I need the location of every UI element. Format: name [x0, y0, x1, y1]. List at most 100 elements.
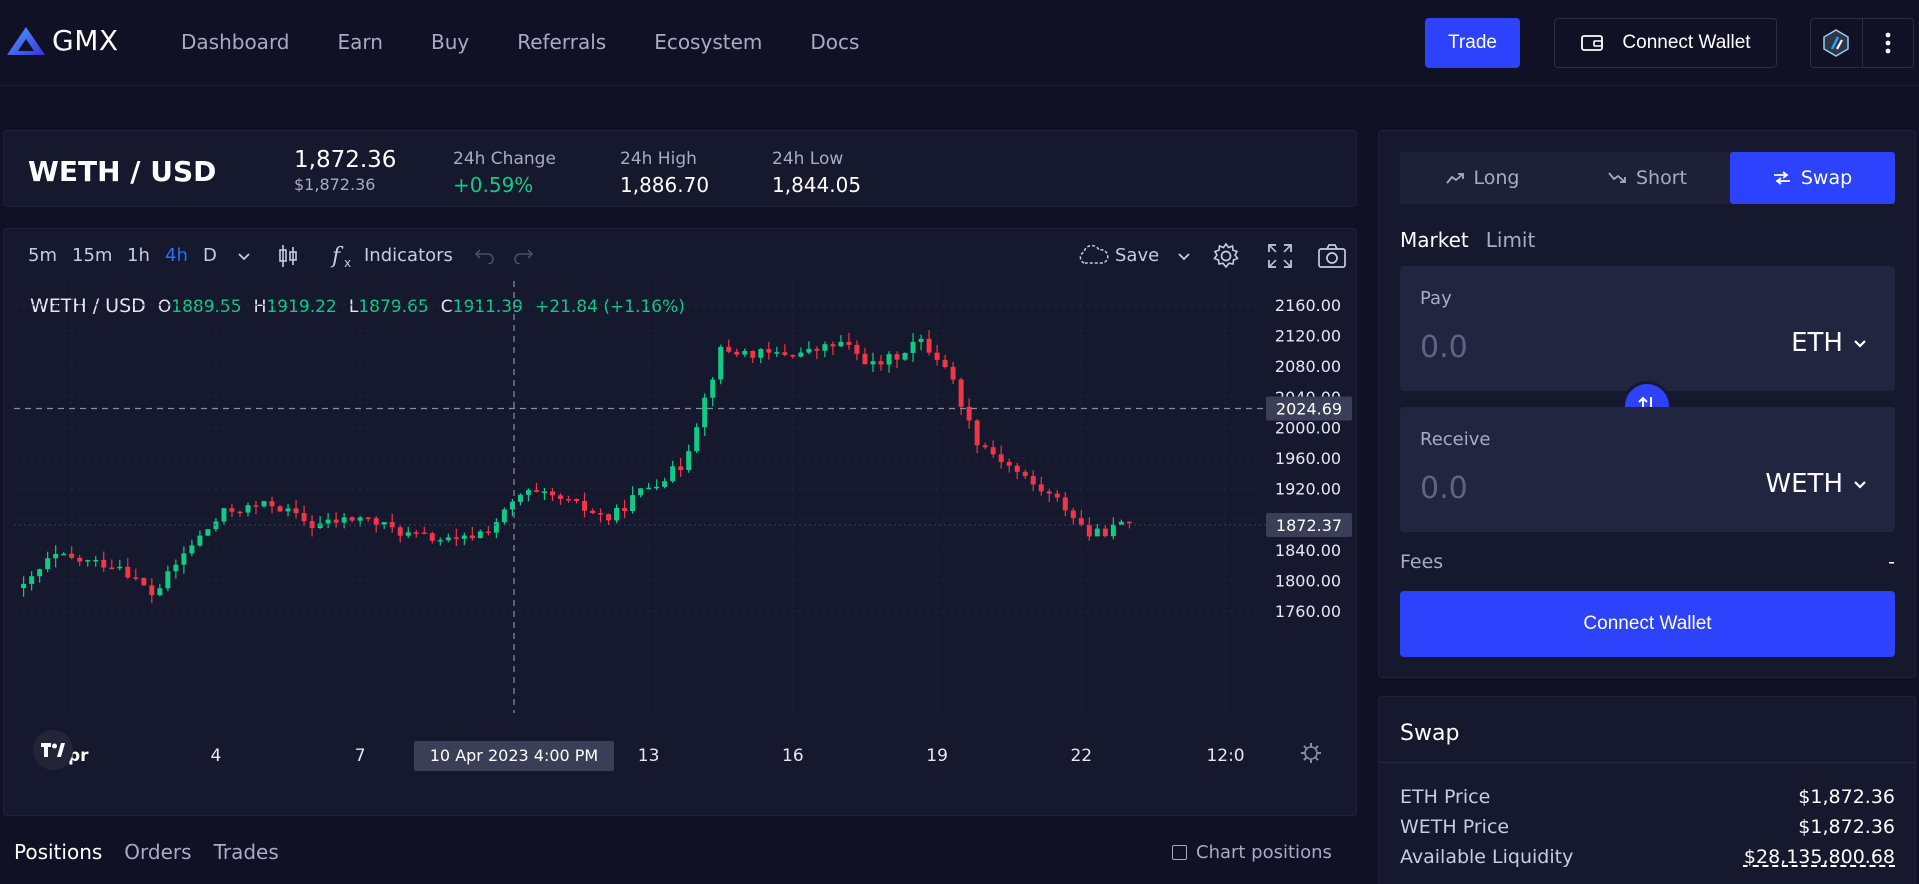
candle-body: [357, 517, 363, 521]
more-vertical-icon: [1885, 32, 1891, 54]
tab-long[interactable]: Long: [1400, 152, 1565, 204]
timeframe-5m[interactable]: 5m: [28, 245, 57, 266]
candle-body: [974, 420, 980, 446]
gmx-logo[interactable]: GMX: [6, 24, 119, 57]
undo-icon[interactable]: [474, 246, 496, 264]
timeframe-1h[interactable]: 1h: [127, 245, 150, 266]
fees-row: Fees -: [1400, 551, 1895, 573]
nav-ecosystem[interactable]: Ecosystem: [654, 30, 763, 54]
tab-limit[interactable]: Limit: [1485, 228, 1536, 252]
candle-body: [1022, 471, 1028, 477]
candle-body: [45, 558, 51, 570]
cloud-save-icon[interactable]: [1076, 243, 1110, 267]
high-24h-label: 24h High: [620, 149, 697, 169]
tradingview-logo[interactable]: [33, 730, 73, 770]
nav-buy[interactable]: Buy: [430, 30, 470, 54]
ticker-price: 1,872.36 $1,872.36: [294, 147, 396, 194]
receive-token-selector[interactable]: WETH: [1765, 469, 1867, 499]
candle-body: [902, 352, 908, 360]
save-button[interactable]: Save: [1115, 245, 1160, 266]
legend-low: 1879.65: [358, 297, 429, 317]
candle-body: [413, 532, 419, 534]
trade-button[interactable]: Trade: [1425, 18, 1520, 68]
candle-body: [533, 490, 539, 492]
candle-body: [582, 501, 587, 511]
fees-label: Fees: [1400, 551, 1444, 573]
liquidity-label: Available Liquidity: [1400, 846, 1574, 868]
legend-close: 1911.39: [452, 297, 523, 317]
indicators-button[interactable]: Indicators: [364, 245, 453, 266]
connect-wallet-header-button[interactable]: Connect Wallet: [1554, 18, 1777, 68]
candle-body: [277, 506, 283, 512]
nav-docs[interactable]: Docs: [810, 30, 860, 54]
price-chart[interactable]: 2160.002120.002080.002040.002000.001960.…: [4, 281, 1356, 815]
candle-body: [85, 560, 91, 562]
swap-arrows-icon: [1773, 171, 1790, 185]
candle-body: [958, 379, 964, 407]
chevron-down-icon: [1854, 480, 1866, 489]
candle-body: [870, 361, 876, 365]
timeframe-4h[interactable]: 4h: [165, 245, 188, 266]
network-button[interactable]: [1811, 19, 1862, 67]
candle-body: [742, 350, 748, 355]
candle-body: [790, 354, 796, 357]
chart-positions-label: Chart positions: [1196, 842, 1332, 863]
connect-wallet-button[interactable]: Connect Wallet: [1400, 591, 1895, 657]
candle-body: [541, 491, 547, 494]
receive-amount-input[interactable]: 0.0: [1420, 471, 1468, 506]
candle-body: [389, 522, 395, 528]
redo-icon[interactable]: [512, 246, 534, 264]
more-menu-button[interactable]: [1862, 19, 1913, 67]
candle-body: [918, 338, 924, 342]
y-tick-label: 1760.00: [1275, 602, 1341, 621]
tab-market[interactable]: Market: [1400, 228, 1469, 252]
tab-positions[interactable]: Positions: [14, 840, 103, 864]
candle-body: [806, 348, 812, 353]
nav-earn[interactable]: Earn: [337, 30, 383, 54]
tab-orders[interactable]: Orders: [124, 840, 192, 864]
candle-body: [1118, 521, 1124, 525]
candle-body: [477, 531, 483, 539]
candle-body: [341, 517, 347, 523]
candle-style-icon[interactable]: [277, 243, 299, 269]
save-dropdown-icon[interactable]: [1177, 252, 1191, 261]
pair-title[interactable]: WETH / USD: [28, 155, 217, 188]
candle-body: [750, 350, 756, 358]
settings-gear-icon[interactable]: [1212, 242, 1240, 270]
timeframe-d[interactable]: D: [203, 245, 217, 266]
chevron-down-icon: [1854, 339, 1866, 348]
fullscreen-icon[interactable]: [1267, 243, 1293, 269]
brand-name: GMX: [52, 24, 119, 57]
timeframe-dropdown-icon[interactable]: [237, 252, 251, 261]
pay-amount-input[interactable]: 0.0: [1420, 330, 1468, 365]
candle-body: [117, 566, 123, 569]
candle-body: [1046, 491, 1052, 494]
candle-body: [1078, 518, 1084, 525]
timeframe-15m[interactable]: 15m: [72, 245, 113, 266]
axis-settings-icon[interactable]: [1301, 743, 1321, 763]
tab-swap[interactable]: Swap: [1730, 152, 1895, 204]
candle-body: [293, 508, 299, 514]
pay-label: Pay: [1420, 288, 1452, 309]
candle-body: [854, 344, 860, 354]
ticker-bar: WETH / USD 1,872.36 $1,872.36 24h Change…: [3, 130, 1357, 207]
pay-token-selector[interactable]: ETH: [1791, 328, 1867, 358]
y-tick-label: 1840.00: [1275, 541, 1341, 560]
candle-body: [205, 529, 211, 536]
candle-body: [862, 353, 868, 365]
eth-price-label: ETH Price: [1400, 786, 1491, 808]
mark-price: 1,872.36: [294, 147, 397, 173]
liquidity-value[interactable]: $28,135,800.68: [1743, 846, 1895, 868]
candle-body: [285, 508, 291, 512]
tab-trades[interactable]: Trades: [213, 840, 279, 864]
chart-positions-checkbox[interactable]: [1172, 845, 1187, 860]
y-tick-label: 1960.00: [1275, 449, 1341, 468]
chart-positions-toggle[interactable]: Chart positions: [1172, 842, 1332, 863]
order-type-tabs: Market Limit: [1400, 228, 1535, 252]
camera-icon[interactable]: [1317, 243, 1347, 269]
wallet-icon: [1581, 35, 1604, 51]
nav-referrals[interactable]: Referrals: [517, 30, 607, 54]
tab-short[interactable]: Short: [1565, 152, 1730, 204]
nav-dashboard[interactable]: Dashboard: [181, 30, 290, 54]
